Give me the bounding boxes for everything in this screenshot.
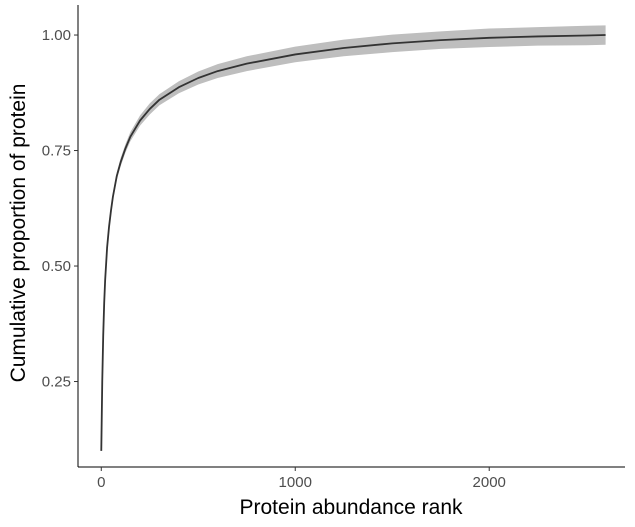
y-axis-title: Cumulative proportion of protein	[7, 84, 30, 383]
axes	[77, 5, 625, 468]
x-tick-label: 2000	[473, 474, 506, 491]
x-ticks: 0 1000 2000	[97, 467, 506, 491]
y-ticks: 0.25 0.50 0.75 1.00	[42, 27, 78, 391]
y-tick-label: 1.00	[42, 27, 71, 44]
series-line	[100, 34, 606, 451]
y-tick-label: 0.25	[42, 374, 71, 391]
x-axis-title: Protein abundance rank	[240, 496, 463, 519]
y-tick-label: 0.50	[42, 258, 71, 275]
y-tick-label: 0.75	[42, 143, 71, 160]
x-tick-label: 1000	[279, 474, 312, 491]
series-line-layer	[100, 34, 606, 451]
x-tick-label: 0	[97, 474, 105, 491]
